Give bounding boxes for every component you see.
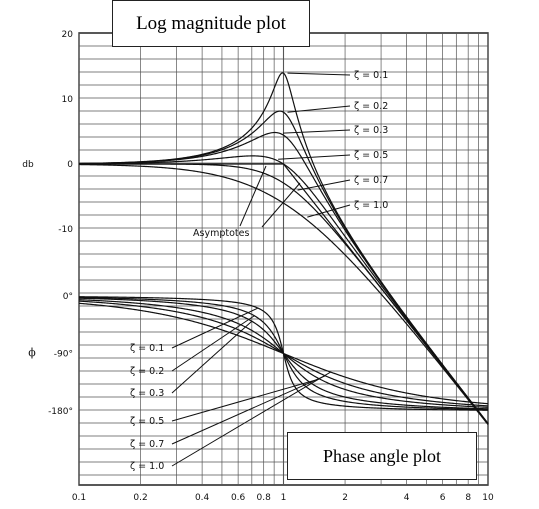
phase-leader-line [171,307,259,349]
x-tick-label: 1 [281,493,287,503]
mag-y-tick-label: 20 [62,30,74,40]
asymptotes-label: Asymptotes [193,228,249,239]
phase-leader-line [171,320,253,394]
phase-series-label: ζ = 1.0 [130,461,164,472]
mag-series-label: ζ = 0.1 [354,70,388,81]
mag-series-label: ζ = 0.3 [354,125,388,136]
grid [78,33,489,485]
x-tick-label: 0.6 [231,493,246,503]
phase-y-tick-label: -180° [48,407,73,417]
mag-series-label: ζ = 1.0 [354,200,388,211]
mag-series-label: ζ = 0.2 [354,101,388,112]
mag-leader-line [297,179,351,191]
x-tick-label: 0.1 [72,493,86,503]
phase-y-tick-label: 0° [63,292,73,302]
phase-curve-zeta-5 [78,302,489,405]
phase-series-label: ζ = 0.7 [130,439,164,450]
phase-leader-line [171,375,326,445]
mag-y-axis-label: db [22,160,34,170]
x-tick-label: 4 [404,493,410,503]
asymptote-leader [261,182,301,228]
phase-curves [78,296,489,411]
x-tick-label: 0.4 [195,493,210,503]
mag-leader-line [278,154,351,160]
phase-plot-title: Phase angle plot [287,432,477,480]
magnitude-curves [78,72,489,425]
annotations: ζ = 0.1 ζ = 0.2 ζ = 0.3 ζ = 0.5 ζ = 0.7 ζ = 1… [130,70,388,472]
x-tick-label: 10 [482,493,494,503]
magnitude-curve-zeta-5 [78,163,489,425]
phase-series-label: ζ = 0.3 [130,388,164,399]
magnitude-curve-zeta-4 [79,163,489,425]
x-tick-label: 0.8 [257,493,272,503]
asymptote-leader [239,165,267,227]
mag-series-label: ζ = 0.5 [354,150,388,161]
mag-y-tick-label: -10 [58,225,73,235]
mag-y-tick-label: 10 [62,95,74,105]
phase-series-label: ζ = 0.1 [130,343,164,354]
x-tick-label: 0.2 [133,493,147,503]
x-tick-label: 2 [342,493,348,503]
phase-leader-line [171,378,320,422]
x-tick-label: 6 [440,493,446,503]
magnitude-plot-title: Log magnitude plot [112,0,310,47]
phase-y-axis-label: ϕ [28,346,36,359]
mag-leader-line [307,204,351,218]
tick-labels: 0.1 0.2 0.4 0.6 0.8 1 2 4 6 8 10 20 10 0 -10 0° -90° -180… [22,30,494,503]
mag-series-label: ζ = 0.7 [354,175,388,186]
mag-leader-line [287,72,351,76]
phase-y-tick-label: -90° [54,350,73,360]
phase-leader-line [171,315,255,372]
mag-leader-line [287,105,351,113]
phase-series-label: ζ = 0.5 [130,416,164,427]
magnitude-curve-zeta-3 [78,155,489,425]
mag-y-tick-label: 0 [67,160,73,170]
phase-series-label: ζ = 0.2 [130,366,164,377]
x-tick-label: 8 [465,493,471,503]
phase-leader-line [171,371,331,467]
mag-leader-line [282,129,351,134]
